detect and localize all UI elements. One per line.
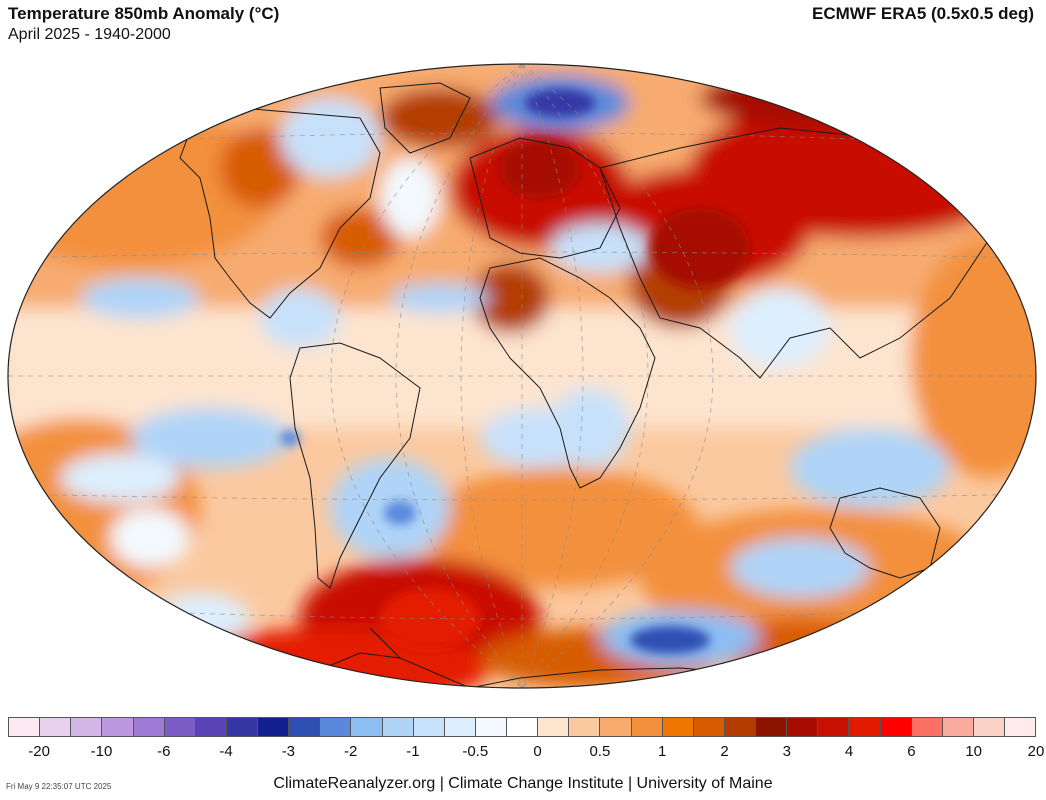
color-scale-swatch bbox=[538, 717, 570, 737]
color-scale-tick-label: -10 bbox=[90, 743, 113, 760]
color-scale-swatch bbox=[787, 717, 819, 737]
color-scale-tick-label: 4 bbox=[844, 743, 854, 760]
map-subtitle: April 2025 - 1940-2000 bbox=[8, 26, 171, 43]
map-title: Temperature 850mb Anomaly (°C) bbox=[8, 4, 280, 23]
color-scale-tick-label: 2 bbox=[720, 743, 729, 760]
color-scale-swatch bbox=[600, 717, 632, 737]
color-scale-bar bbox=[8, 717, 1037, 737]
color-scale-swatch bbox=[662, 717, 694, 737]
color-scale-swatch bbox=[133, 717, 165, 737]
color-scale-tick-label: -1 bbox=[406, 743, 420, 760]
color-scale-tick-label: 10 bbox=[965, 743, 983, 760]
color-scale-tick-label: -4 bbox=[219, 743, 233, 760]
color-scale-swatch bbox=[849, 717, 881, 737]
color-scale-swatch bbox=[413, 717, 445, 737]
color-scale-tick-label: -20 bbox=[28, 743, 50, 760]
color-scale-swatch bbox=[911, 717, 943, 737]
color-scale-tick-label: 0 bbox=[533, 743, 542, 760]
world-map bbox=[0, 58, 1046, 704]
color-scale-swatch bbox=[289, 717, 321, 737]
color-scale-swatch bbox=[444, 717, 476, 737]
color-scale-swatch bbox=[195, 717, 227, 737]
color-scale-ticks: -20 -10 -6 -4 -3 -2 -1 -0.5 0 0.5 1 2 3 4 6 10 20 bbox=[8, 743, 1044, 763]
color-scale-tick-label: -2 bbox=[343, 743, 358, 760]
color-scale-tick-label: -0.5 bbox=[462, 743, 489, 760]
color-scale-swatch bbox=[1005, 717, 1037, 737]
color-scale-swatch bbox=[475, 717, 507, 737]
color-scale-swatch bbox=[942, 717, 974, 737]
color-scale-tick-label: -3 bbox=[281, 743, 296, 760]
color-scale-swatch bbox=[973, 717, 1005, 737]
color-scale-tick-label: 1 bbox=[658, 743, 667, 760]
color-scale-swatch bbox=[631, 717, 663, 737]
color-scale-swatch bbox=[818, 717, 850, 737]
color-scale-swatch bbox=[382, 717, 414, 737]
color-scale-swatch bbox=[71, 717, 103, 737]
render-timestamp: Fri May 9 22:35:07 UTC 2025 bbox=[6, 782, 112, 791]
color-scale-swatch bbox=[724, 717, 756, 737]
color-scale-swatch bbox=[320, 717, 352, 737]
color-scale-tick-label: 6 bbox=[907, 743, 916, 760]
color-scale-swatch bbox=[8, 717, 41, 737]
color-scale-tick-label: 0.5 bbox=[589, 743, 611, 760]
color-scale-swatch bbox=[258, 717, 290, 737]
color-scale-swatch bbox=[226, 717, 258, 737]
color-scale-swatch bbox=[102, 717, 134, 737]
color-scale-tick-label: 20 bbox=[1027, 743, 1045, 760]
color-scale-swatch bbox=[507, 717, 539, 737]
color-scale-swatch bbox=[756, 717, 788, 737]
anomaly-field bbox=[8, 64, 1036, 688]
color-scale-tick-label: -6 bbox=[157, 743, 171, 760]
color-scale-swatch bbox=[40, 717, 72, 737]
color-scale-tick-label: 3 bbox=[782, 743, 791, 760]
color-scale-swatch bbox=[693, 717, 725, 737]
color-scale-swatch bbox=[351, 717, 383, 737]
data-source-label: ECMWF ERA5 (0.5x0.5 deg) bbox=[812, 4, 1034, 23]
color-scale-swatch bbox=[569, 717, 601, 737]
credits-footer: ClimateReanalyzer.org | Climate Change I… bbox=[273, 775, 773, 792]
color-scale-swatch bbox=[880, 717, 912, 737]
color-scale-swatch bbox=[164, 717, 196, 737]
globe-outline bbox=[7, 63, 1037, 689]
